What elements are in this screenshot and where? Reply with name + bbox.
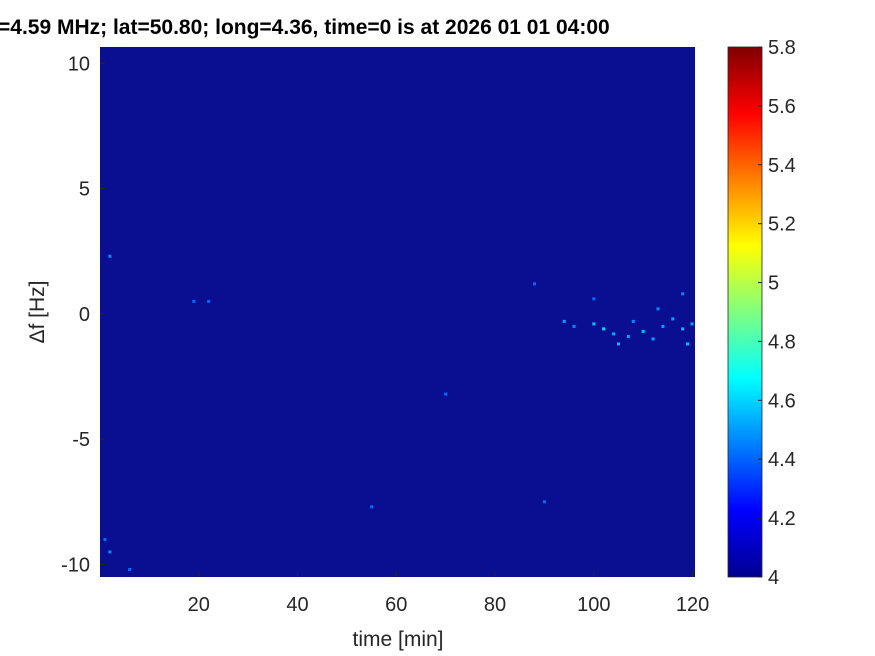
x-tick-label: 20 [188,594,210,616]
y-tick-label: 5 [79,179,90,201]
chart-title: =4.59 MHz; lat=50.80; long=4.36, time=0 … [0,16,610,39]
heatmap-cell-6 [626,334,630,338]
heatmap-cell-17 [192,299,196,303]
heatmap-cell-23 [542,500,546,504]
heatmap-cell-4 [612,332,616,336]
y-tick-label: -10 [61,554,90,576]
heatmap-background [100,47,695,577]
colorbar-tick-label: 4 [768,567,779,589]
heatmap-cell-12 [681,327,685,331]
x-axis-label: time [min] [352,628,443,651]
colorbar-tick-label: 4.4 [768,449,796,471]
heatmap-cell-1 [572,324,576,328]
heatmap-cell-20 [103,537,107,541]
heatmap-cell-11 [671,317,675,321]
heatmap-cell-25 [370,505,374,509]
heatmap-cell-10 [661,324,665,328]
heatmap-cell-26 [681,292,685,296]
heatmap-cell-2 [592,322,596,326]
heatmap-cell-16 [108,254,112,258]
heatmap-cell-3 [602,327,606,331]
colorbar-tick-label: 5 [768,273,779,295]
heatmap-cell-22 [128,567,132,571]
y-tick-label: 10 [68,53,90,75]
heatmap-cell-19 [533,282,537,286]
x-tick-label: 120 [676,594,709,616]
heatmap-cell-5 [616,342,620,346]
y-tick-label: 0 [79,304,90,326]
colorbar-tick-label: 5.6 [768,96,796,118]
colorbar-tick-label: 5.8 [768,37,796,59]
x-tick-label: 60 [385,594,407,616]
colorbar-tick-label: 5.2 [768,214,796,236]
heatmap-cell-14 [690,322,694,326]
colorbar-tick-label: 4.6 [768,390,796,412]
y-axis-label: Δf [Hz] [26,280,49,343]
heatmap-cell-15 [656,307,660,311]
colorbar [727,46,763,578]
heatmap-cell-24 [444,392,448,396]
x-tick-label: 40 [286,594,308,616]
heatmap-cell-9 [651,337,655,341]
heatmap-cell-13 [686,342,690,346]
heatmap-cell-21 [108,550,112,554]
colorbar-tick-label: 4.8 [768,331,796,353]
heatmap-cell-0 [562,319,566,323]
y-tick-label: -5 [72,429,90,451]
heatmap-cell-18 [207,299,211,303]
heatmap-cell-8 [641,329,645,333]
colorbar-tick-label: 5.4 [768,155,796,177]
x-tick-label: 100 [577,594,610,616]
x-tick-label: 80 [484,594,506,616]
heatmap-cell-7 [631,319,635,323]
colorbar-tick-label: 4.2 [768,508,796,530]
heatmap-cell-27 [592,297,596,301]
